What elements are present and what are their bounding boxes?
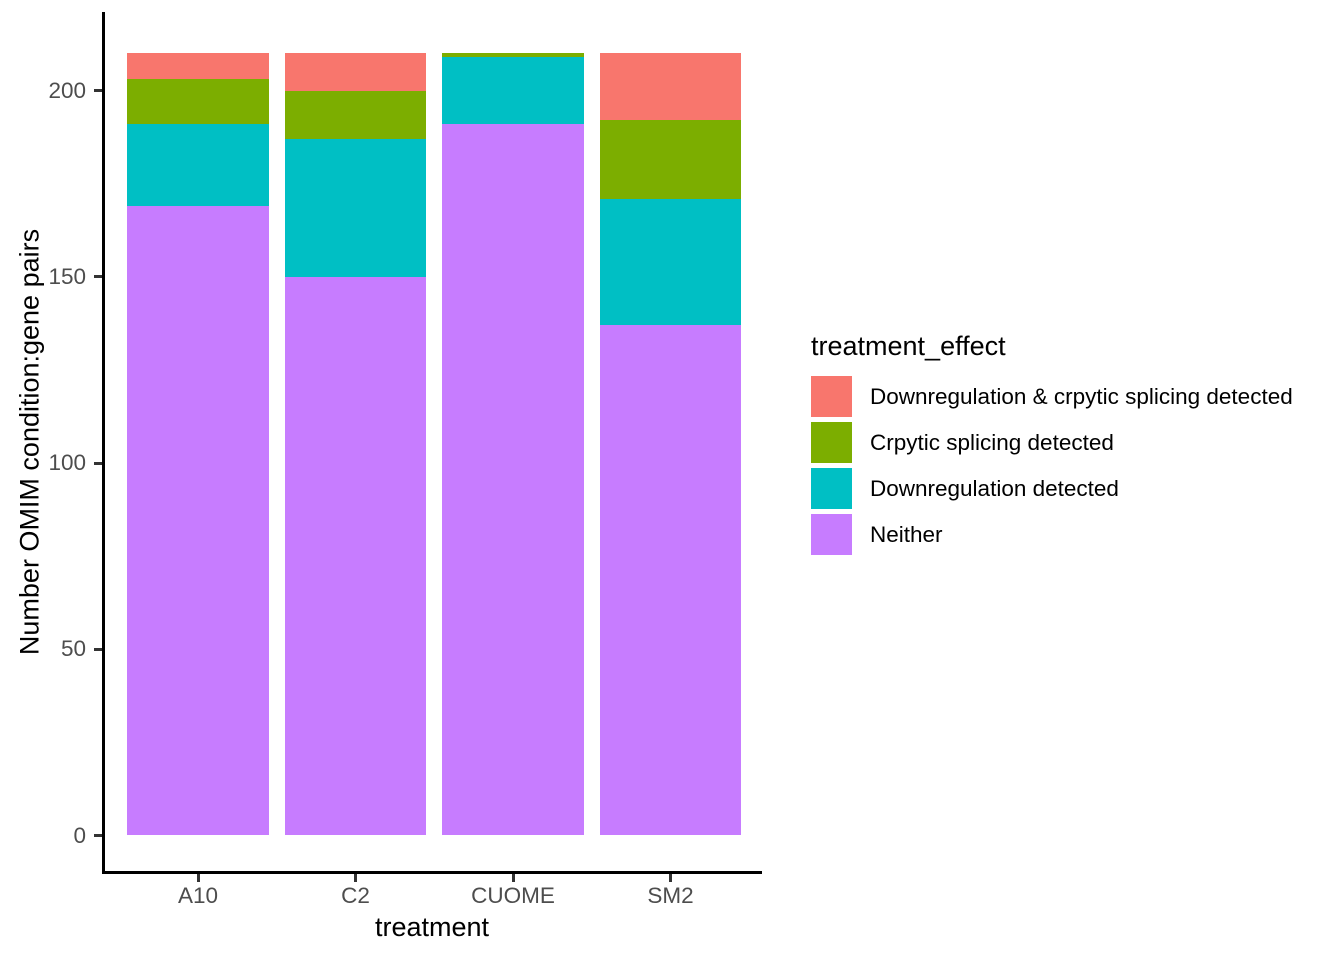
y-tick-label: 200 [48,77,86,103]
legend-item: Neither [811,514,1293,555]
bar-segment [599,120,742,199]
x-axis-title: treatment [374,912,490,942]
legend-swatch [811,514,852,555]
legend: treatment_effect Downregulation & crpyti… [810,331,1293,560]
legend-item-label: Crpytic splicing detected [870,429,1114,455]
y-tick-label: 0 [73,822,86,848]
bar-segment [442,56,584,125]
legend-title: treatment_effect [811,331,1006,361]
y-tick-mark [94,834,102,837]
x-tick-label: CUOME [471,883,555,908]
legend-item-label: Downregulation detected [870,475,1119,501]
bar-segment [284,53,427,91]
bar-segment [127,205,269,836]
bar-segment [442,124,584,836]
legend-item: Crpytic splicing detected [811,422,1293,463]
bar-segment [442,53,584,57]
x-tick-mark [511,874,515,882]
x-tick-mark [196,874,200,882]
legend-items: Downregulation & crpytic splicing detect… [810,376,1293,555]
y-tick-mark [94,461,102,465]
y-tick-label: 50 [60,636,86,662]
bar-segment [284,276,427,836]
bar-segment [599,325,742,836]
x-tick-label: SM2 [647,883,694,908]
bar-sm2 [599,53,742,836]
y-tick-mark [94,647,102,651]
legend-item: Downregulation detected [811,468,1293,509]
bar-c2 [284,53,427,836]
bar-segment [284,138,427,277]
y-axis-title: Number OMIM condition:gene pairs [14,228,45,656]
legend-swatch [811,376,852,417]
legend-swatch [811,422,852,463]
y-axis-line [102,12,105,874]
bar-segment [599,198,742,326]
legend-item-label: Downregulation & crpytic splicing detect… [870,383,1293,409]
legend-item: Downregulation & crpytic splicing detect… [811,376,1293,417]
x-tick-mark [354,874,357,882]
y-tick-mark [94,275,102,279]
bar-segment [127,53,269,80]
legend-item-label: Neither [870,521,943,547]
x-tick-label: C2 [341,883,370,908]
y-tick-label: 150 [48,263,86,289]
bar-cuome [442,53,584,836]
bar-segment [127,124,269,206]
x-tick-mark [669,874,672,882]
legend-swatch [811,468,852,509]
x-axis-line [102,871,762,874]
y-tick-mark [94,89,102,92]
bar-segment [284,90,427,139]
bar-segment [599,53,742,121]
x-tick-label: A10 [177,883,219,908]
y-tick-label: 100 [48,450,86,475]
bar-a10 [127,53,269,836]
bar-segment [127,79,269,124]
